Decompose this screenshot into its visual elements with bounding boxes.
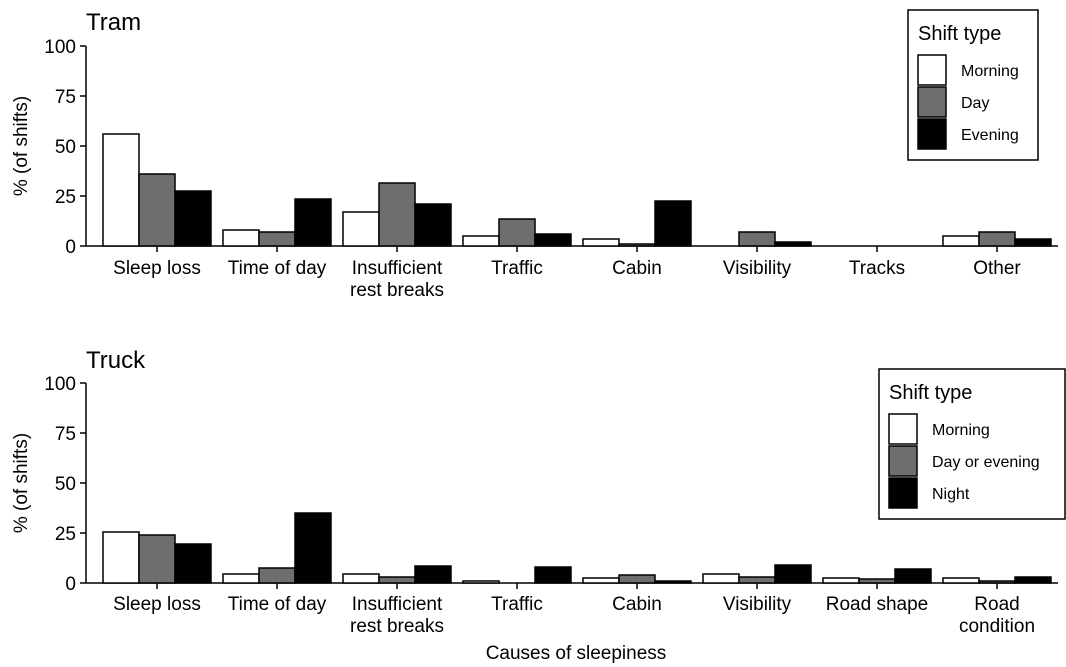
x-tick-label: Sleep loss bbox=[113, 258, 201, 279]
legend-title: Shift type bbox=[889, 382, 972, 404]
bar-evening bbox=[174, 190, 212, 247]
chart-panel-0: Tram % (of shifts) 0 25 50 75 100 Sleep loss Tim… bbox=[11, 9, 1058, 301]
legend-title: Shift type bbox=[918, 23, 1001, 45]
x-tick-label: Road shape bbox=[826, 594, 928, 615]
bar-day bbox=[738, 231, 776, 247]
bar-evening bbox=[414, 203, 452, 247]
x-tick-label: Other bbox=[973, 258, 1021, 279]
y-tick-label: 25 bbox=[55, 187, 76, 208]
bar-morning bbox=[102, 133, 140, 247]
bar-day-or-evening bbox=[378, 576, 416, 584]
bar-morning bbox=[942, 577, 980, 584]
bar-night bbox=[414, 565, 452, 584]
bar-morning bbox=[822, 577, 860, 584]
bar-day bbox=[378, 182, 416, 247]
legend-swatch bbox=[917, 118, 947, 150]
y-tick-label: 100 bbox=[44, 374, 76, 395]
x-tick-label: Visibility bbox=[723, 594, 792, 615]
bar-morning bbox=[582, 577, 620, 584]
x-tick-label: Sleep loss bbox=[113, 594, 201, 615]
bar-night bbox=[534, 566, 572, 584]
bar-evening bbox=[1014, 238, 1052, 247]
bar-morning bbox=[342, 573, 380, 584]
bar-day-or-evening bbox=[738, 576, 776, 584]
legend-swatch bbox=[888, 477, 918, 509]
bar-day bbox=[138, 173, 176, 247]
bar-morning bbox=[582, 238, 620, 247]
x-tick-label: Tracks bbox=[849, 258, 905, 279]
x-tick-label: Visibility bbox=[723, 258, 792, 279]
x-tick-label: rest breaks bbox=[350, 280, 444, 301]
bar-morning bbox=[342, 211, 380, 247]
legend-label: Morning bbox=[961, 63, 1019, 80]
bar-day bbox=[258, 231, 296, 247]
legend: Shift type Morning Day Evening bbox=[907, 9, 1039, 161]
bar-morning bbox=[702, 573, 740, 584]
bar-evening bbox=[774, 241, 812, 247]
bar-night bbox=[1014, 576, 1052, 584]
x-tick-label: Cabin bbox=[612, 594, 662, 615]
legend-swatch bbox=[917, 54, 947, 86]
legend-label: Morning bbox=[932, 422, 990, 439]
bar-morning bbox=[462, 235, 500, 247]
bar-night bbox=[174, 543, 212, 584]
bar-night bbox=[894, 568, 932, 584]
x-tick-label: rest breaks bbox=[350, 616, 444, 637]
bar-evening bbox=[294, 198, 332, 247]
bar-night bbox=[654, 580, 692, 584]
bar-day-or-evening bbox=[978, 580, 1016, 584]
x-tick-label: Traffic bbox=[491, 594, 543, 615]
y-tick-label: 100 bbox=[44, 37, 76, 58]
bar-day-or-evening bbox=[138, 534, 176, 584]
y-tick-label: 50 bbox=[55, 474, 76, 495]
x-axis-label: Causes of sleepiness bbox=[486, 643, 667, 664]
bar-evening bbox=[654, 200, 692, 247]
chart-panel-1: Truck % (of shifts) 0 25 50 75 100 Sleep loss Ti… bbox=[11, 347, 1066, 664]
legend-label: Evening bbox=[961, 127, 1019, 144]
y-tick-label: 0 bbox=[65, 574, 76, 595]
legend-swatch bbox=[888, 413, 918, 445]
bar-day bbox=[498, 218, 536, 247]
bar-day-or-evening bbox=[858, 578, 896, 584]
bar-night bbox=[774, 564, 812, 584]
y-tick-label: 75 bbox=[55, 424, 76, 445]
chart-title: Tram bbox=[86, 9, 141, 36]
bar-morning bbox=[222, 573, 260, 584]
bar-morning bbox=[102, 531, 140, 584]
x-tick-label: Insufficient bbox=[352, 594, 443, 615]
y-tick-label: 25 bbox=[55, 524, 76, 545]
bar-morning bbox=[222, 229, 260, 247]
y-tick-label: 50 bbox=[55, 137, 76, 158]
x-tick-label: Cabin bbox=[612, 258, 662, 279]
legend-label: Day or evening bbox=[932, 454, 1040, 471]
bar-day-or-evening bbox=[258, 567, 296, 584]
y-axis-label: % (of shifts) bbox=[11, 433, 32, 533]
legend: Shift type Morning Day or evening Night bbox=[878, 368, 1066, 520]
legend-swatch bbox=[888, 445, 918, 477]
x-tick-label: Road bbox=[974, 594, 1019, 615]
legend-swatch bbox=[917, 86, 947, 118]
bar-day-or-evening bbox=[618, 574, 656, 584]
x-tick-label: Time of day bbox=[228, 594, 327, 615]
y-tick-label: 75 bbox=[55, 87, 76, 108]
bar-morning bbox=[462, 580, 500, 584]
chart-title: Truck bbox=[86, 347, 146, 374]
x-tick-label: Insufficient bbox=[352, 258, 443, 279]
y-tick-label: 0 bbox=[65, 237, 76, 258]
x-tick-label: condition bbox=[959, 616, 1035, 637]
x-tick-label: Time of day bbox=[228, 258, 327, 279]
bar-evening bbox=[534, 233, 572, 247]
legend-label: Night bbox=[932, 486, 970, 503]
legend-label: Day bbox=[961, 95, 989, 112]
bar-day bbox=[618, 243, 656, 247]
bar-day bbox=[978, 231, 1016, 247]
bar-night bbox=[294, 512, 332, 584]
y-axis-label: % (of shifts) bbox=[11, 96, 32, 196]
bar-morning bbox=[942, 235, 980, 247]
x-tick-label: Traffic bbox=[491, 258, 543, 279]
